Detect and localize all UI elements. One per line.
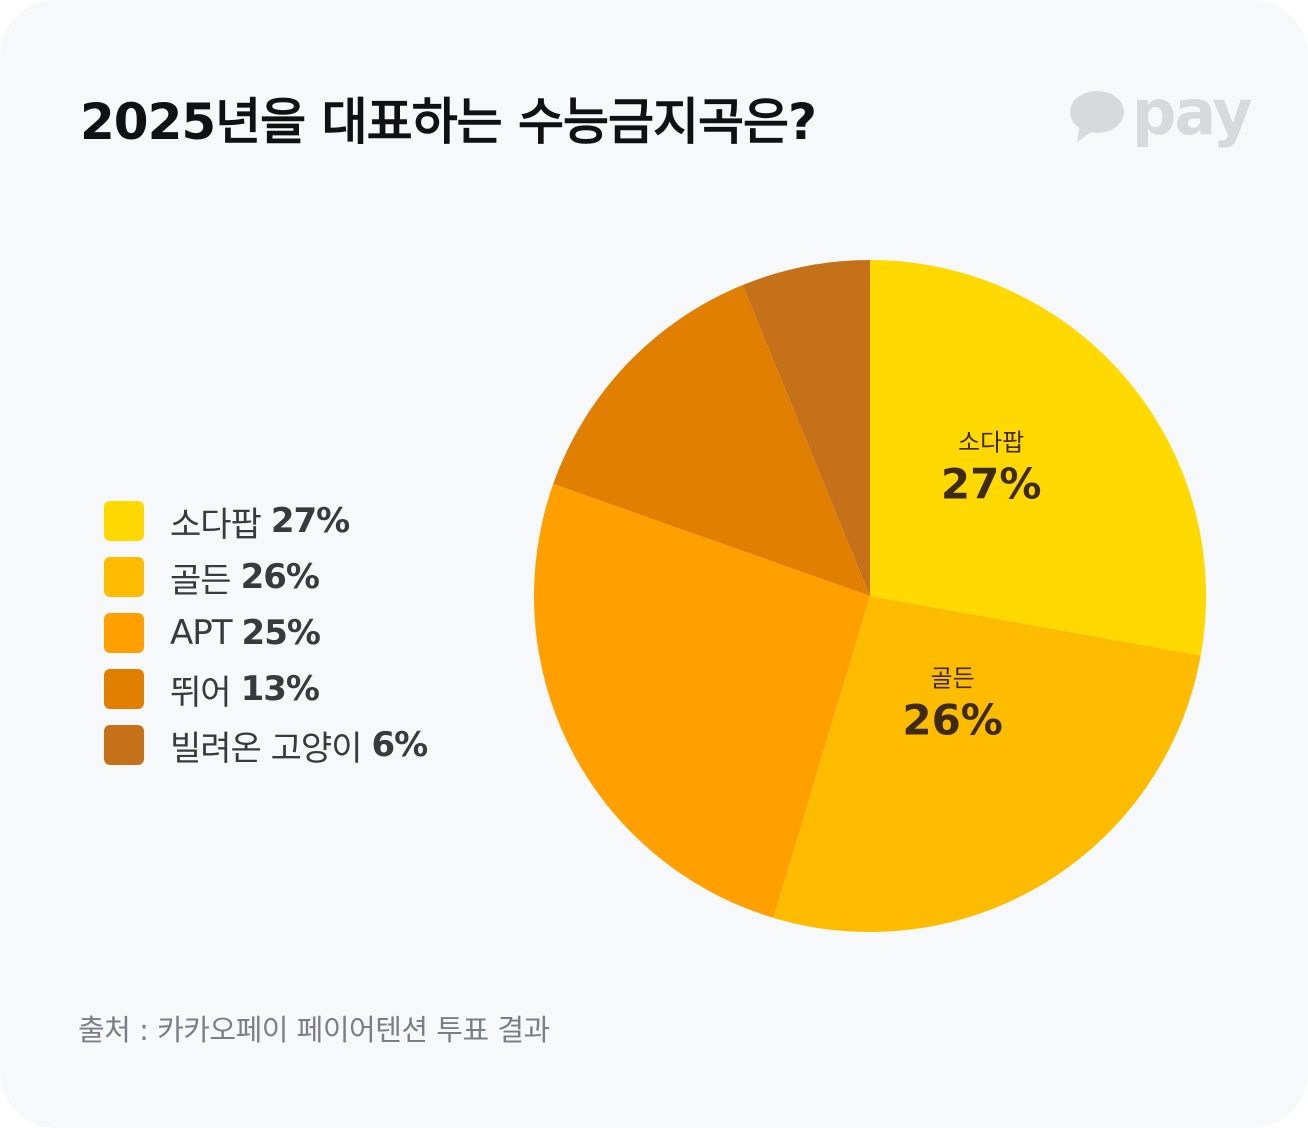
legend-label: 뛰어 [170, 672, 232, 713]
pie-slice-2 [773, 596, 1201, 932]
pie-slice-1 [870, 260, 1206, 656]
source-note: 출처 : 카카오페이 페이어텐션 투표 결과 [78, 1013, 550, 1047]
slice-label-value: 27% [941, 460, 1042, 509]
legend-value: 25% [241, 613, 321, 653]
speech-bubble-icon [1070, 91, 1124, 142]
logo-text: pay [1132, 76, 1253, 149]
pie-chart: 소다팝 27% 골든 26% [533, 260, 1206, 932]
legend-swatch [104, 669, 144, 709]
chart-title: 2025년을 대표하는 수능금지곡은? [80, 93, 817, 151]
legend-label: APT [170, 613, 233, 653]
legend-item: 뛰어 13% [104, 661, 427, 717]
pie-slice-3 [533, 483, 870, 918]
legend-label: 골든 [170, 560, 232, 601]
slice-label-name: 소다팝 [958, 429, 1024, 457]
legend-value: 13% [240, 669, 320, 709]
legend-item: 골든 26% [104, 549, 427, 605]
legend-label: 빌려온 고양이 [170, 728, 362, 769]
legend-swatch [104, 501, 144, 541]
legend-swatch [104, 557, 144, 597]
pie-slice-4 [553, 285, 870, 596]
slice-label-value: 26% [902, 696, 1003, 745]
legend-swatch [104, 613, 144, 653]
kakaopay-logo: pay [1062, 76, 1253, 152]
slice-label-name: 골든 [931, 665, 975, 693]
chart-legend: 소다팝 27% 골든 26% APT 25% 뛰어 13% 빌려온 고양이 6% [104, 493, 429, 773]
legend-item: APT 25% [104, 605, 427, 661]
legend-value: 26% [240, 557, 320, 597]
pie-slice-5 [742, 260, 870, 596]
legend-value: 27% [270, 501, 350, 541]
legend-label: 소다팝 [170, 504, 262, 545]
legend-item: 빌려온 고양이 6% [104, 717, 429, 773]
legend-value: 6% [371, 725, 429, 765]
legend-item: 소다팝 27% [104, 493, 427, 549]
legend-swatch [104, 725, 144, 765]
